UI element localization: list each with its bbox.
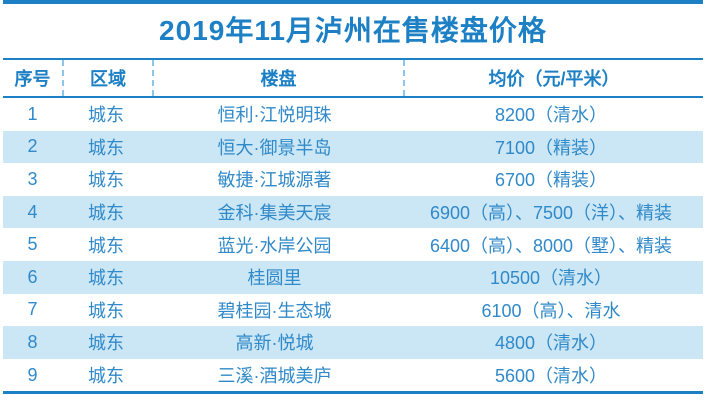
region-cell: 城东 <box>88 203 124 224</box>
column-header-0: 序号 <box>3 60 64 96</box>
price-table: 序号 区域 楼盘 均价（元/平米） 1 城东 恒利·江悦明珠 8200（清水） 2 城东 恒大·御… <box>3 58 703 391</box>
table-row: 2 城东 恒大·御景半岛 7100（精装） <box>3 130 703 164</box>
table-row: 4 城东 金科·集美天宸 6900（高）、7500（洋）、精装 <box>3 195 703 229</box>
row-index-cell: 8 <box>27 331 38 352</box>
property-name-cell: 蓝光·水岸公园 <box>217 235 332 256</box>
table-body: 1 城东 恒利·江悦明珠 8200（清水） 2 城东 恒大·御景半岛 7100（精装） 3 城东敏… <box>3 98 703 391</box>
column-header-2: 楼盘 <box>154 60 405 96</box>
row-index-cell: 2 <box>27 136 38 157</box>
table-row: 8 城东 高新·悦城 4800（清水） <box>3 326 703 359</box>
price-cell: 8200（清水） <box>494 105 608 126</box>
price-cell: 6700（精装） <box>494 170 608 191</box>
property-name-cell: 恒大·御景半岛 <box>217 137 332 158</box>
region-cell: 城东 <box>88 268 124 289</box>
row-index-cell: 9 <box>27 364 38 385</box>
top-border-line <box>3 0 703 4</box>
region-cell: 城东 <box>88 235 124 256</box>
region-cell: 城东 <box>88 105 124 126</box>
property-name-cell: 三溪·酒城美庐 <box>217 366 332 387</box>
price-cell: 10500（清水） <box>489 268 613 289</box>
region-cell: 城东 <box>88 137 124 158</box>
region-cell: 城东 <box>88 170 124 191</box>
row-index-cell: 6 <box>27 266 38 287</box>
price-cell: 5600（清水） <box>494 366 608 387</box>
property-name-cell: 碧桂园·生态城 <box>217 300 332 321</box>
property-name-cell: 恒利·江悦明珠 <box>217 105 332 126</box>
column-header-3: 均价（元/平米） <box>488 69 620 89</box>
table-row: 5 城东 蓝光·水岸公园 6400（高）、8000（墅）、精装 <box>3 228 703 261</box>
table-header-row: 序号 区域 楼盘 均价（元/平米） <box>3 60 703 98</box>
table-row: 7 城东 碧桂园·生态城 6100（高）、清水 <box>3 294 703 327</box>
region-cell: 城东 <box>88 333 124 354</box>
property-name-cell: 金科·集美天宸 <box>217 203 332 224</box>
row-index-cell: 4 <box>27 201 38 222</box>
property-name-cell: 高新·悦城 <box>235 333 314 354</box>
property-name-cell: 敏捷·江城源著 <box>217 170 332 191</box>
row-index-cell: 3 <box>27 168 38 189</box>
property-name-cell: 桂圆里 <box>247 268 302 289</box>
price-cell: 4800（清水） <box>494 333 608 354</box>
price-cell: 6400（高）、8000（墅）、精装 <box>429 235 673 256</box>
table-row: 9 城东 三溪·酒城美庐 5600（清水） <box>3 359 703 392</box>
row-index-cell: 7 <box>27 299 38 320</box>
bottom-border-line <box>3 391 703 395</box>
price-cell: 6900（高）、7500（洋）、精装 <box>429 203 673 224</box>
row-index-cell: 1 <box>27 103 38 124</box>
price-cell: 6100（高）、清水 <box>481 300 621 321</box>
region-cell: 城东 <box>88 366 124 387</box>
row-index-cell: 5 <box>27 234 38 255</box>
table-row: 6 城东 桂圆里 10500（清水） <box>3 260 703 294</box>
price-cell: 7100（精装） <box>494 137 608 158</box>
table-row: 1 城东 恒利·江悦明珠 8200（清水） <box>3 98 703 131</box>
page-title: 2019年11月泸州在售楼盘价格 <box>159 15 547 46</box>
table-row: 3 城东 敏捷·江城源著 6700（精装） <box>3 163 703 196</box>
region-cell: 城东 <box>88 300 124 321</box>
column-header-1: 区域 <box>64 60 154 96</box>
